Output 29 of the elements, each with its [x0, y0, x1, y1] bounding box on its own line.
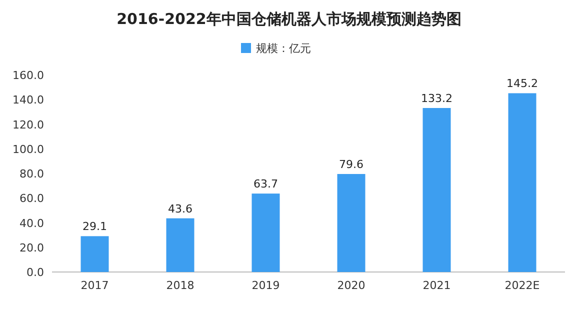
y-tick-label: 0.0 [26, 266, 44, 279]
y-tick-label: 40.0 [20, 216, 44, 230]
data-label: 133.2 [421, 92, 452, 105]
y-tick-label: 120.0 [12, 118, 44, 132]
x-tick-label: 2018 [166, 279, 194, 292]
x-tick-label: 2021 [422, 279, 451, 292]
bar [508, 93, 536, 272]
y-tick-label: 100.0 [12, 142, 44, 156]
data-label: 43.6 [168, 202, 192, 216]
bar [80, 236, 109, 272]
chart-title: 2016-2022年中国仓储机器人市场规模预测趋势图 [116, 10, 462, 28]
bar [166, 218, 194, 272]
x-tick-label: 2022E [504, 279, 540, 292]
y-tick-label: 60.0 [20, 192, 44, 206]
data-label: 79.6 [339, 158, 364, 171]
y-tick-label: 20.0 [20, 241, 44, 254]
y-tick-label: 140.0 [12, 94, 44, 107]
data-label: 63.7 [254, 178, 278, 191]
x-tick-label: 2019 [252, 279, 280, 292]
y-tick-label: 160.0 [12, 69, 44, 82]
y-tick-label: 80.0 [20, 168, 44, 180]
bar [422, 108, 451, 272]
x-tick-label: 2017 [80, 279, 109, 292]
bar [337, 174, 366, 272]
x-tick-label: 2020 [337, 279, 366, 292]
legend-label: 规模：亿元 [256, 42, 311, 55]
data-label: 29.1 [82, 220, 107, 234]
data-label: 145.2 [506, 77, 538, 90]
bar [252, 194, 280, 272]
